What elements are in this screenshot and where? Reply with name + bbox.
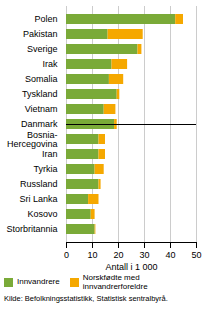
html-text:Innvandrere: Innvandrere <box>17 277 60 287</box>
svg-text:Irak: Irak <box>42 59 58 69</box>
html-text:Norskfødte med innvandrerforel: Norskfødte med innvandrerforeldre <box>82 273 148 291</box>
svg-text:30: 30 <box>139 250 149 260</box>
svg-text:Pakistan: Pakistan <box>23 29 58 39</box>
svg-text:Vietnam: Vietnam <box>25 104 58 114</box>
svg-text:Russland: Russland <box>20 179 58 189</box>
svg-text:Somalia: Somalia <box>25 74 58 84</box>
svg-text:Sri Lanka: Sri Lanka <box>19 194 57 204</box>
svg-text:Sverige: Sverige <box>27 44 58 54</box>
svg-text:Iran: Iran <box>42 149 58 159</box>
svg-text:Danmark: Danmark <box>21 119 58 129</box>
svg-text:Kosovo: Kosovo <box>27 209 57 219</box>
svg-text:50: 50 <box>191 250 201 260</box>
svg-text:20: 20 <box>113 250 123 260</box>
svg-text:Polen: Polen <box>34 14 57 24</box>
svg-text:10: 10 <box>87 250 97 260</box>
svg-text:0: 0 <box>64 250 69 260</box>
svg-text:Bosnia-Hercegovina: Bosnia-Hercegovina <box>7 130 58 149</box>
svg-text:Tyrkia: Tyrkia <box>33 164 57 174</box>
svg-text:Antall i 1 000: Antall i 1 000 <box>105 262 157 272</box>
svg-text:Storbritannia: Storbritannia <box>6 224 57 234</box>
html-text:Kilde: Befolkningsstatistikk,: Kilde: Befolkningsstatistikk, Statistisk… <box>4 293 168 303</box>
svg-text:Tyskland: Tyskland <box>22 89 58 99</box>
svg-text:40: 40 <box>165 250 175 260</box>
